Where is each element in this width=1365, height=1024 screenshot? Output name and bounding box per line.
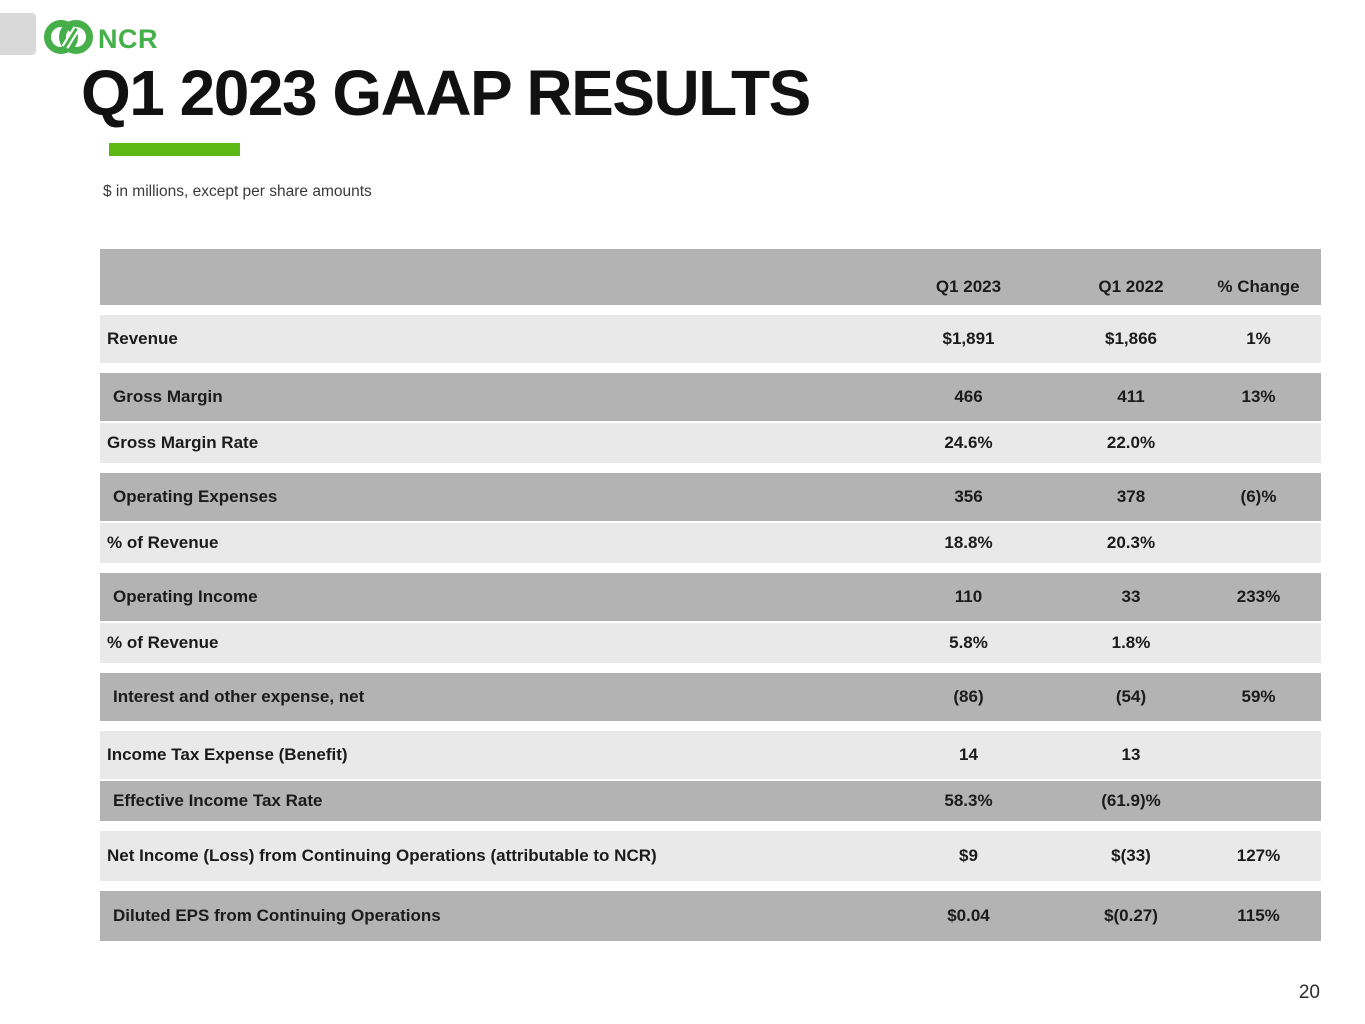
corner-placeholder xyxy=(0,13,36,55)
cell-q1-2023: 5.8% xyxy=(949,633,988,652)
page-number: 20 xyxy=(1298,982,1320,1003)
cell-change: 233% xyxy=(1236,587,1281,606)
table-row: Operating Expenses 356 378 (6)% xyxy=(100,473,1321,521)
table-row: Gross Margin Rate 24.6% 22.0% xyxy=(100,423,1321,463)
row-label: % of Revenue xyxy=(107,633,219,652)
table-row: % of Revenue 5.8% 1.8% xyxy=(100,623,1321,663)
row-label: Operating Income xyxy=(113,587,258,606)
header-pct-change: % Change xyxy=(1217,277,1300,296)
cell-q1-2022: 22.0% xyxy=(1106,433,1156,452)
cell-q1-2022: 20.3% xyxy=(1106,533,1156,552)
cell-change: 127% xyxy=(1236,846,1281,865)
table-row: Diluted EPS from Continuing Operations $… xyxy=(100,891,1321,941)
row-label: Operating Expenses xyxy=(113,487,278,506)
cell-change: 13% xyxy=(1241,387,1276,406)
cell-q1-2023: $1,891 xyxy=(942,329,995,348)
table-row: % of Revenue 18.8% 20.3% xyxy=(100,523,1321,563)
cell-q1-2023: $9 xyxy=(959,846,978,865)
units-note: $ in millions, except per share amounts xyxy=(103,183,372,200)
table-row: Net Income (Loss) from Continuing Operat… xyxy=(100,831,1321,881)
cell-q1-2023: 14 xyxy=(959,745,978,764)
row-label: Gross Margin xyxy=(113,387,223,406)
ncr-logo: NCR xyxy=(44,14,158,60)
row-label: Effective Income Tax Rate xyxy=(113,791,323,810)
table-row: Income Tax Expense (Benefit) 14 13 xyxy=(100,731,1321,779)
row-label: Revenue xyxy=(107,329,178,348)
cell-q1-2022: 411 xyxy=(1117,387,1145,406)
cell-q1-2022: (54) xyxy=(1115,687,1147,706)
cell-q1-2023: $0.04 xyxy=(947,906,990,925)
cell-change: 59% xyxy=(1241,687,1276,706)
row-label: Gross Margin Rate xyxy=(107,433,259,452)
cell-q1-2023: 18.8% xyxy=(944,533,993,552)
cell-q1-2022: $1,866 xyxy=(1105,329,1157,348)
cell-change: 115% xyxy=(1237,906,1280,925)
cell-q1-2023: 58.3% xyxy=(944,791,993,810)
table-row: Revenue $1,891 $1,866 1% xyxy=(100,315,1321,363)
cell-change: 1% xyxy=(1246,329,1271,348)
page-title: Q1 2023 GAAP RESULTS xyxy=(81,57,811,129)
cell-q1-2022: $(0.27) xyxy=(1104,906,1158,925)
row-label: Net Income (Loss) from Continuing Operat… xyxy=(107,846,657,865)
row-label: % of Revenue xyxy=(107,533,219,552)
cell-q1-2023: (86) xyxy=(953,687,984,706)
accent-bar xyxy=(109,143,240,156)
cell-q1-2022: 33 xyxy=(1121,587,1141,606)
table-row: Effective Income Tax Rate 58.3% (61.9)% xyxy=(100,781,1321,821)
cell-change: (6)% xyxy=(1240,487,1277,506)
cell-q1-2022: (61.9)% xyxy=(1101,791,1161,810)
row-label: Income Tax Expense (Benefit) xyxy=(107,745,348,764)
cell-q1-2022: 13 xyxy=(1121,745,1141,764)
cell-q1-2023: 466 xyxy=(954,387,983,406)
table-row: Operating Income 110 33 233% xyxy=(100,573,1321,621)
header-q1-2022: Q1 2022 xyxy=(1098,277,1164,296)
cell-q1-2022: 378 xyxy=(1116,487,1146,506)
row-label: Diluted EPS from Continuing Operations xyxy=(113,906,441,925)
table-header-row: Q1 2023 Q1 2022 % Change xyxy=(100,249,1321,305)
table-row: Gross Margin 466 411 13% xyxy=(100,373,1321,421)
ncr-logo-text: NCR xyxy=(98,23,158,54)
header-q1-2023: Q1 2023 xyxy=(935,277,1002,296)
cell-q1-2022: $(33) xyxy=(1111,846,1151,865)
row-label: Interest and other expense, net xyxy=(113,687,365,706)
cell-q1-2023: 24.6% xyxy=(944,433,993,452)
ncr-rings-icon xyxy=(44,20,93,54)
gaap-results-table: Q1 2023 Q1 2022 % Change Revenue $1,891 … xyxy=(100,249,1321,941)
table-row: Interest and other expense, net (86) (54… xyxy=(100,673,1321,721)
cell-q1-2023: 110 xyxy=(954,587,983,606)
cell-q1-2023: 356 xyxy=(954,487,983,506)
cell-q1-2022: 1.8% xyxy=(1111,633,1151,652)
